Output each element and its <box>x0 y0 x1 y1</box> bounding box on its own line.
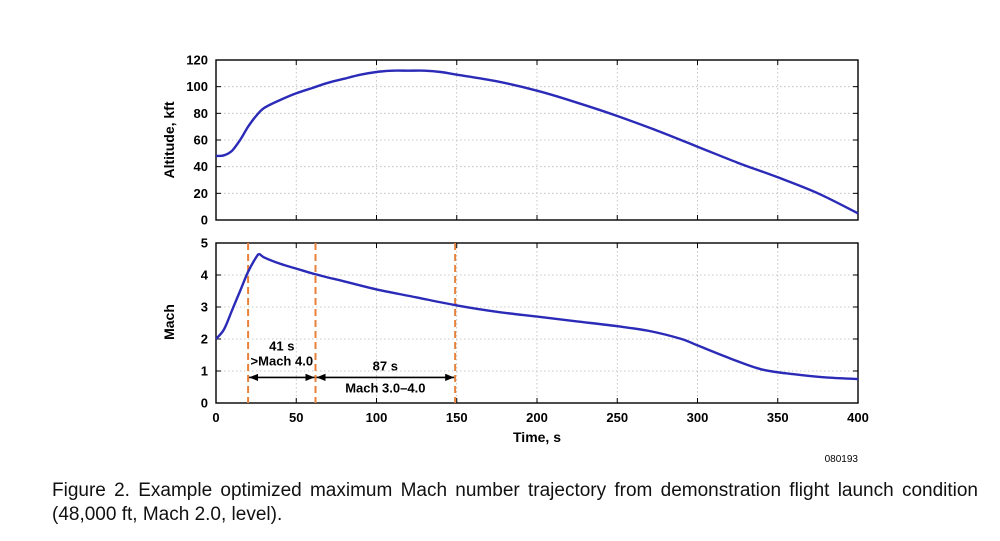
altitude-series <box>215 69 859 215</box>
altitude-panel: 0 20 40 60 80 100 120 Altitude, kft <box>161 53 859 228</box>
x-tick-label: 200 <box>526 410 548 425</box>
mach-y-ticks: 0 1 2 3 4 5 <box>201 236 858 411</box>
y-tick-label: 0 <box>201 396 208 411</box>
y-tick-label: 5 <box>201 236 208 251</box>
mach-marker-lines <box>247 243 457 403</box>
y-tick-label: 80 <box>194 106 208 121</box>
y-tick-label: 100 <box>186 79 208 94</box>
y-tick-label: 1 <box>201 364 208 379</box>
duration-label: 87 s <box>373 358 398 373</box>
y-tick-label: 2 <box>201 332 208 347</box>
y-tick-label: 120 <box>186 53 208 68</box>
mach-series <box>215 253 859 381</box>
x-tick-label: 400 <box>847 410 869 425</box>
altitude-grid <box>216 60 858 220</box>
series-line-mach <box>215 253 859 381</box>
y-tick-label: 3 <box>201 300 208 315</box>
time-x-axis-label: Time, s <box>513 429 561 445</box>
x-tick-label: 0 <box>212 410 219 425</box>
altitude-y-axis-label: Altitude, kft <box>161 101 177 178</box>
mach-panel: 0 1 2 3 4 5 0 50 100 150 200 250 300 350 400 41 s>Mac… <box>161 236 869 446</box>
mach-y-axis-label: Mach <box>161 304 177 340</box>
duration-annotations: 41 s>Mach 4.0 87 s Mach 3.0–4.0 <box>249 338 455 395</box>
mach-grid <box>216 243 858 403</box>
series-line-altitude <box>215 69 859 215</box>
x-tick-label: 250 <box>606 410 628 425</box>
altitude-y-ticks: 0 20 40 60 80 100 120 <box>186 53 859 228</box>
mach-range-label: Mach 3.0–4.0 <box>345 380 425 395</box>
x-tick-label: 50 <box>289 410 303 425</box>
y-tick-label: 40 <box>194 159 208 174</box>
x-tick-label: 300 <box>687 410 709 425</box>
mach-range-label: >Mach 4.0 <box>251 353 314 368</box>
y-tick-label: 4 <box>201 268 209 283</box>
x-tick-label: 350 <box>767 410 789 425</box>
y-tick-label: 0 <box>201 213 208 228</box>
figure-id: 080193 <box>825 454 859 465</box>
x-tick-label: 150 <box>446 410 468 425</box>
y-tick-label: 20 <box>194 186 208 201</box>
figure-caption: Figure 2. Example optimized maximum Mach… <box>52 480 978 525</box>
x-tick-label: 100 <box>366 410 388 425</box>
y-tick-label: 60 <box>194 133 208 148</box>
duration-label: 41 s <box>269 338 294 353</box>
mach-x-ticks: 0 50 100 150 200 250 300 350 400 <box>212 243 869 425</box>
